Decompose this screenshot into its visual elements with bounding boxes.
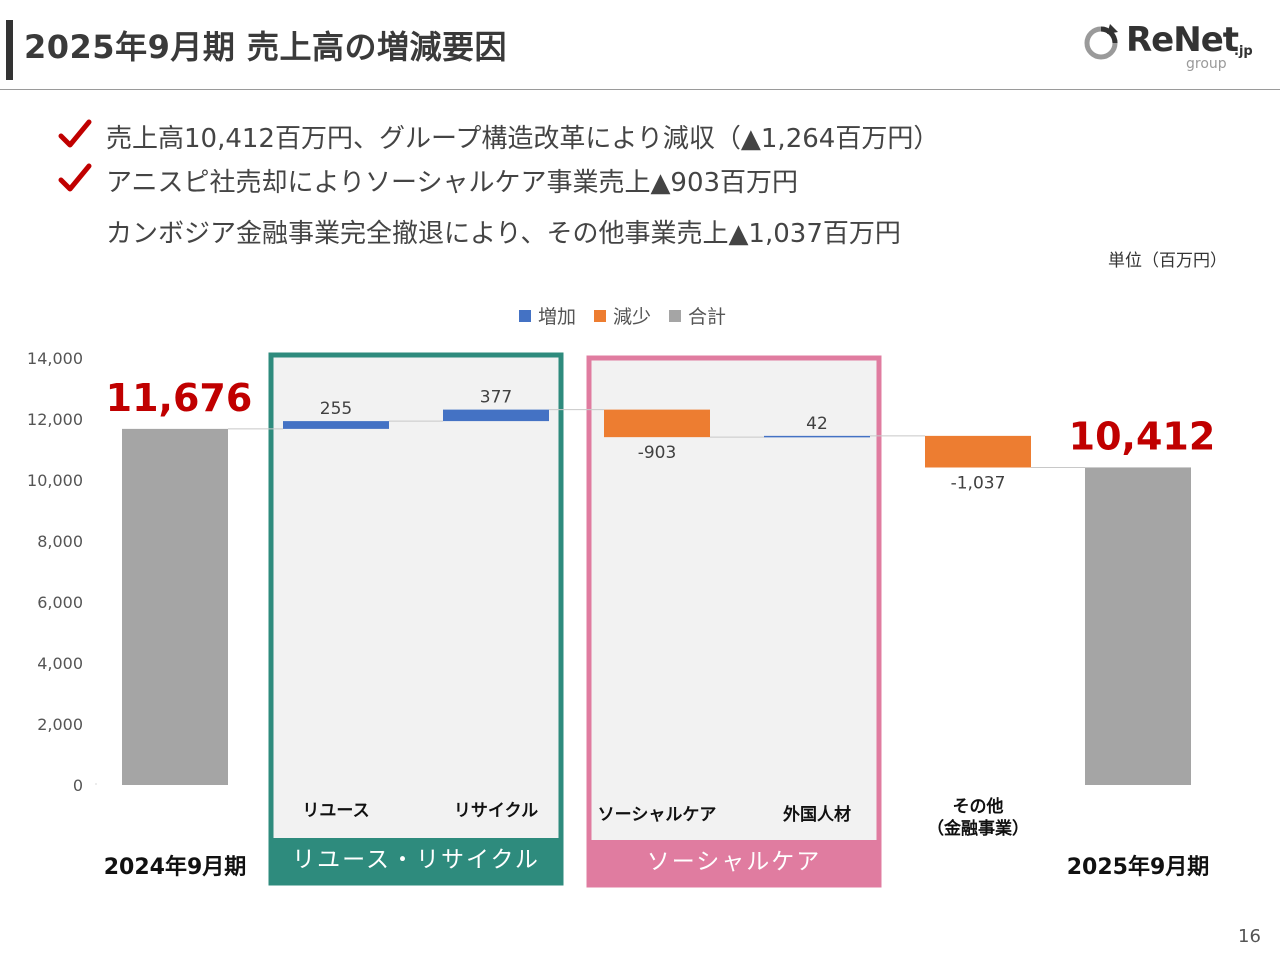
data-label: 377 (480, 388, 512, 408)
waterfall-bar (443, 409, 549, 422)
category-group-box (268, 352, 564, 886)
legend-swatch (669, 309, 681, 322)
category-group-banner (269, 838, 563, 885)
data-label: 255 (320, 399, 352, 419)
y-tick-label: 8,000 (37, 532, 83, 551)
category-label: 2025年9月期 (1067, 854, 1210, 880)
category-group-box (586, 355, 882, 888)
legend-label: 減少 (613, 306, 652, 328)
legend-swatch (519, 309, 531, 322)
legend-item-total: 合計 (669, 302, 726, 329)
category-label: 2024年9月期 (104, 854, 247, 880)
checkmark-icon (58, 119, 92, 148)
title-accent-bar (6, 20, 13, 80)
category-label: 外国人材 (783, 804, 851, 825)
header-divider (0, 89, 1280, 90)
legend-label: 増加 (538, 306, 577, 328)
category-group-banner (587, 840, 881, 887)
y-tick-label: 10,000 (27, 471, 83, 490)
category-label: その他（金融事業） (927, 796, 1029, 839)
waterfall-bar (925, 435, 1031, 468)
category-label: リユース (302, 801, 369, 821)
unit-label: 単位（百万円） (1108, 251, 1227, 271)
y-tick-label: 0 (73, 776, 83, 795)
category-label: リサイクル (454, 801, 538, 821)
page-title: 2025年9月期 売上高の増減要因 (24, 28, 507, 66)
category-group-label: リユース・リサイクル (292, 847, 540, 873)
bullet-point: 売上高10,412百万円、グループ構造改革により減収（▲1,264百万円） (106, 124, 940, 154)
y-tick-label: 14,000 (27, 349, 83, 368)
logo-recycle-icon (1084, 24, 1118, 60)
checkmark-icon (58, 163, 92, 192)
y-tick-label: 4,000 (37, 654, 83, 673)
logo-subtitle: group (1186, 56, 1227, 72)
legend-item-decrease: 減少 (594, 302, 651, 329)
legend-label: 合計 (688, 306, 727, 328)
bullet-point: カンボジア金融事業完全撤退により、その他事業売上▲1,037百万円 (106, 219, 901, 249)
waterfall-bar (283, 421, 389, 429)
waterfall-bar (764, 435, 870, 438)
waterfall-bar (1085, 467, 1191, 785)
company-logo: ReNet .jp group (1082, 20, 1262, 78)
page-number: 16 (1238, 926, 1261, 947)
category-group-label: ソーシャルケア (647, 849, 822, 875)
logo-suffix: .jp (1234, 44, 1253, 59)
data-label: -903 (638, 443, 677, 463)
y-tick-label: 6,000 (37, 593, 83, 612)
y-tick-label: 2,000 (37, 715, 83, 734)
legend-item-increase: 増加 (519, 302, 576, 329)
data-label: 42 (806, 414, 828, 434)
legend-swatch (594, 309, 606, 322)
bullet-point: アニスピ社売却によりソーシャルケア事業売上▲903百万円 (106, 168, 799, 198)
y-tick-label: 12,000 (27, 410, 83, 429)
waterfall-bar (604, 409, 710, 438)
total-value-label: 10,412 (1069, 414, 1216, 458)
total-value-label: 11,676 (106, 376, 253, 420)
category-label: ソーシャルケア (598, 805, 717, 825)
data-label: -1,037 (951, 473, 1006, 493)
logo-text: ReNet (1126, 20, 1239, 60)
waterfall-bar (122, 428, 228, 785)
